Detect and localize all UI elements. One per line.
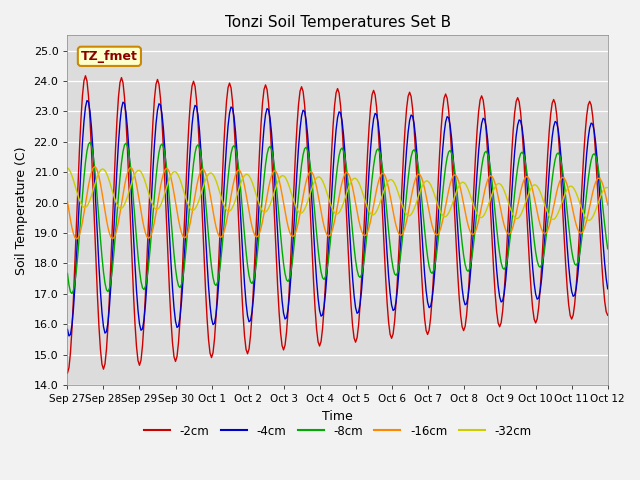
Y-axis label: Soil Temperature (C): Soil Temperature (C) (15, 146, 28, 275)
Title: Tonzi Soil Temperatures Set B: Tonzi Soil Temperatures Set B (225, 15, 451, 30)
Text: TZ_fmet: TZ_fmet (81, 50, 138, 63)
Legend: -2cm, -4cm, -8cm, -16cm, -32cm: -2cm, -4cm, -8cm, -16cm, -32cm (139, 420, 536, 442)
X-axis label: Time: Time (322, 410, 353, 423)
